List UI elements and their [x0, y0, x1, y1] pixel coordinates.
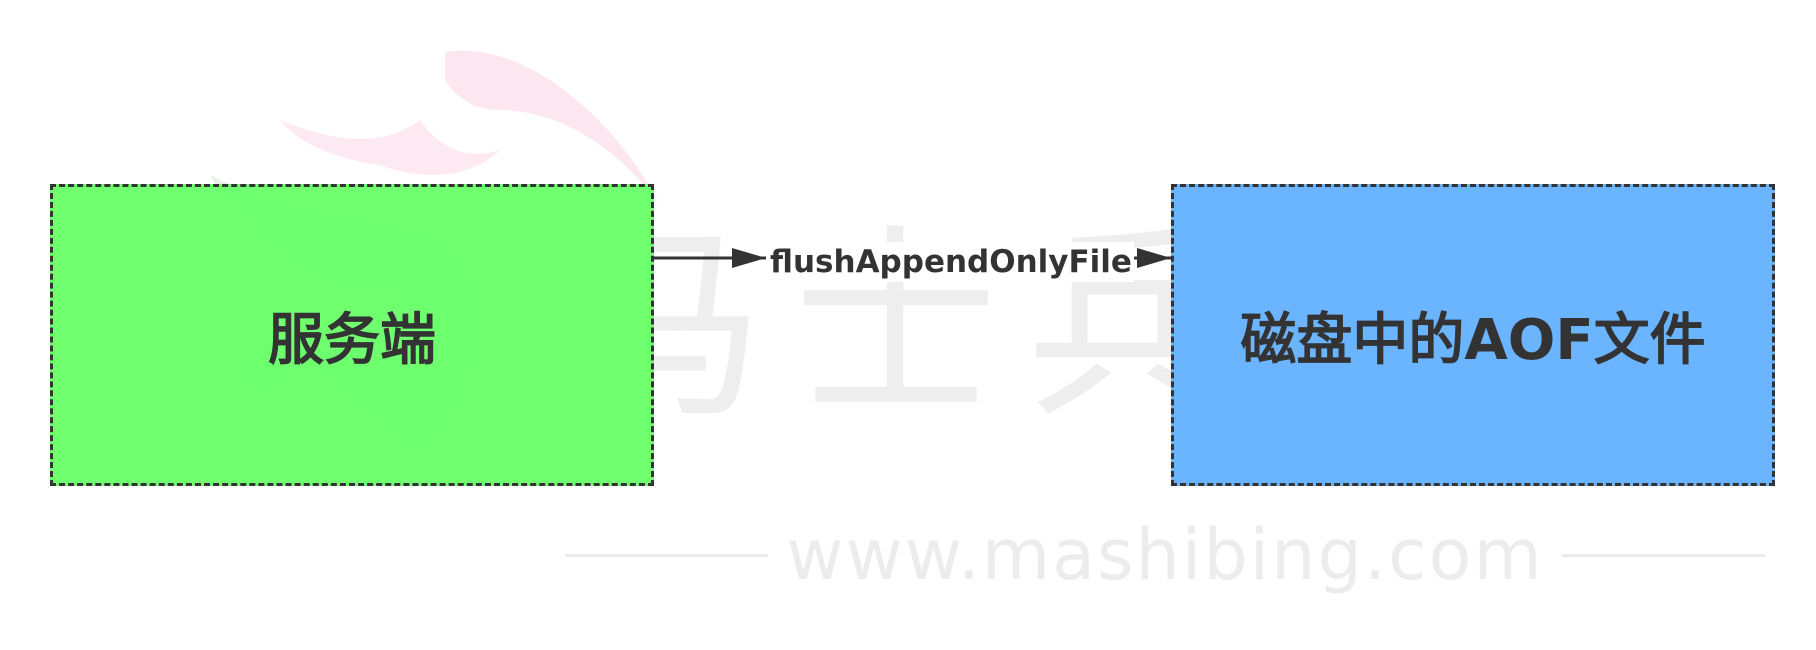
node-server: 服务端	[50, 184, 654, 486]
edge-label: flushAppendOnlyFile	[768, 242, 1134, 282]
edge-arrowhead-second	[1137, 248, 1171, 268]
edge-arrowhead-first	[732, 248, 766, 268]
node-disk-label: 磁盘中的AOF文件	[1240, 295, 1705, 376]
node-disk: 磁盘中的AOF文件	[1171, 184, 1775, 486]
node-server-label: 服务端	[268, 295, 436, 376]
